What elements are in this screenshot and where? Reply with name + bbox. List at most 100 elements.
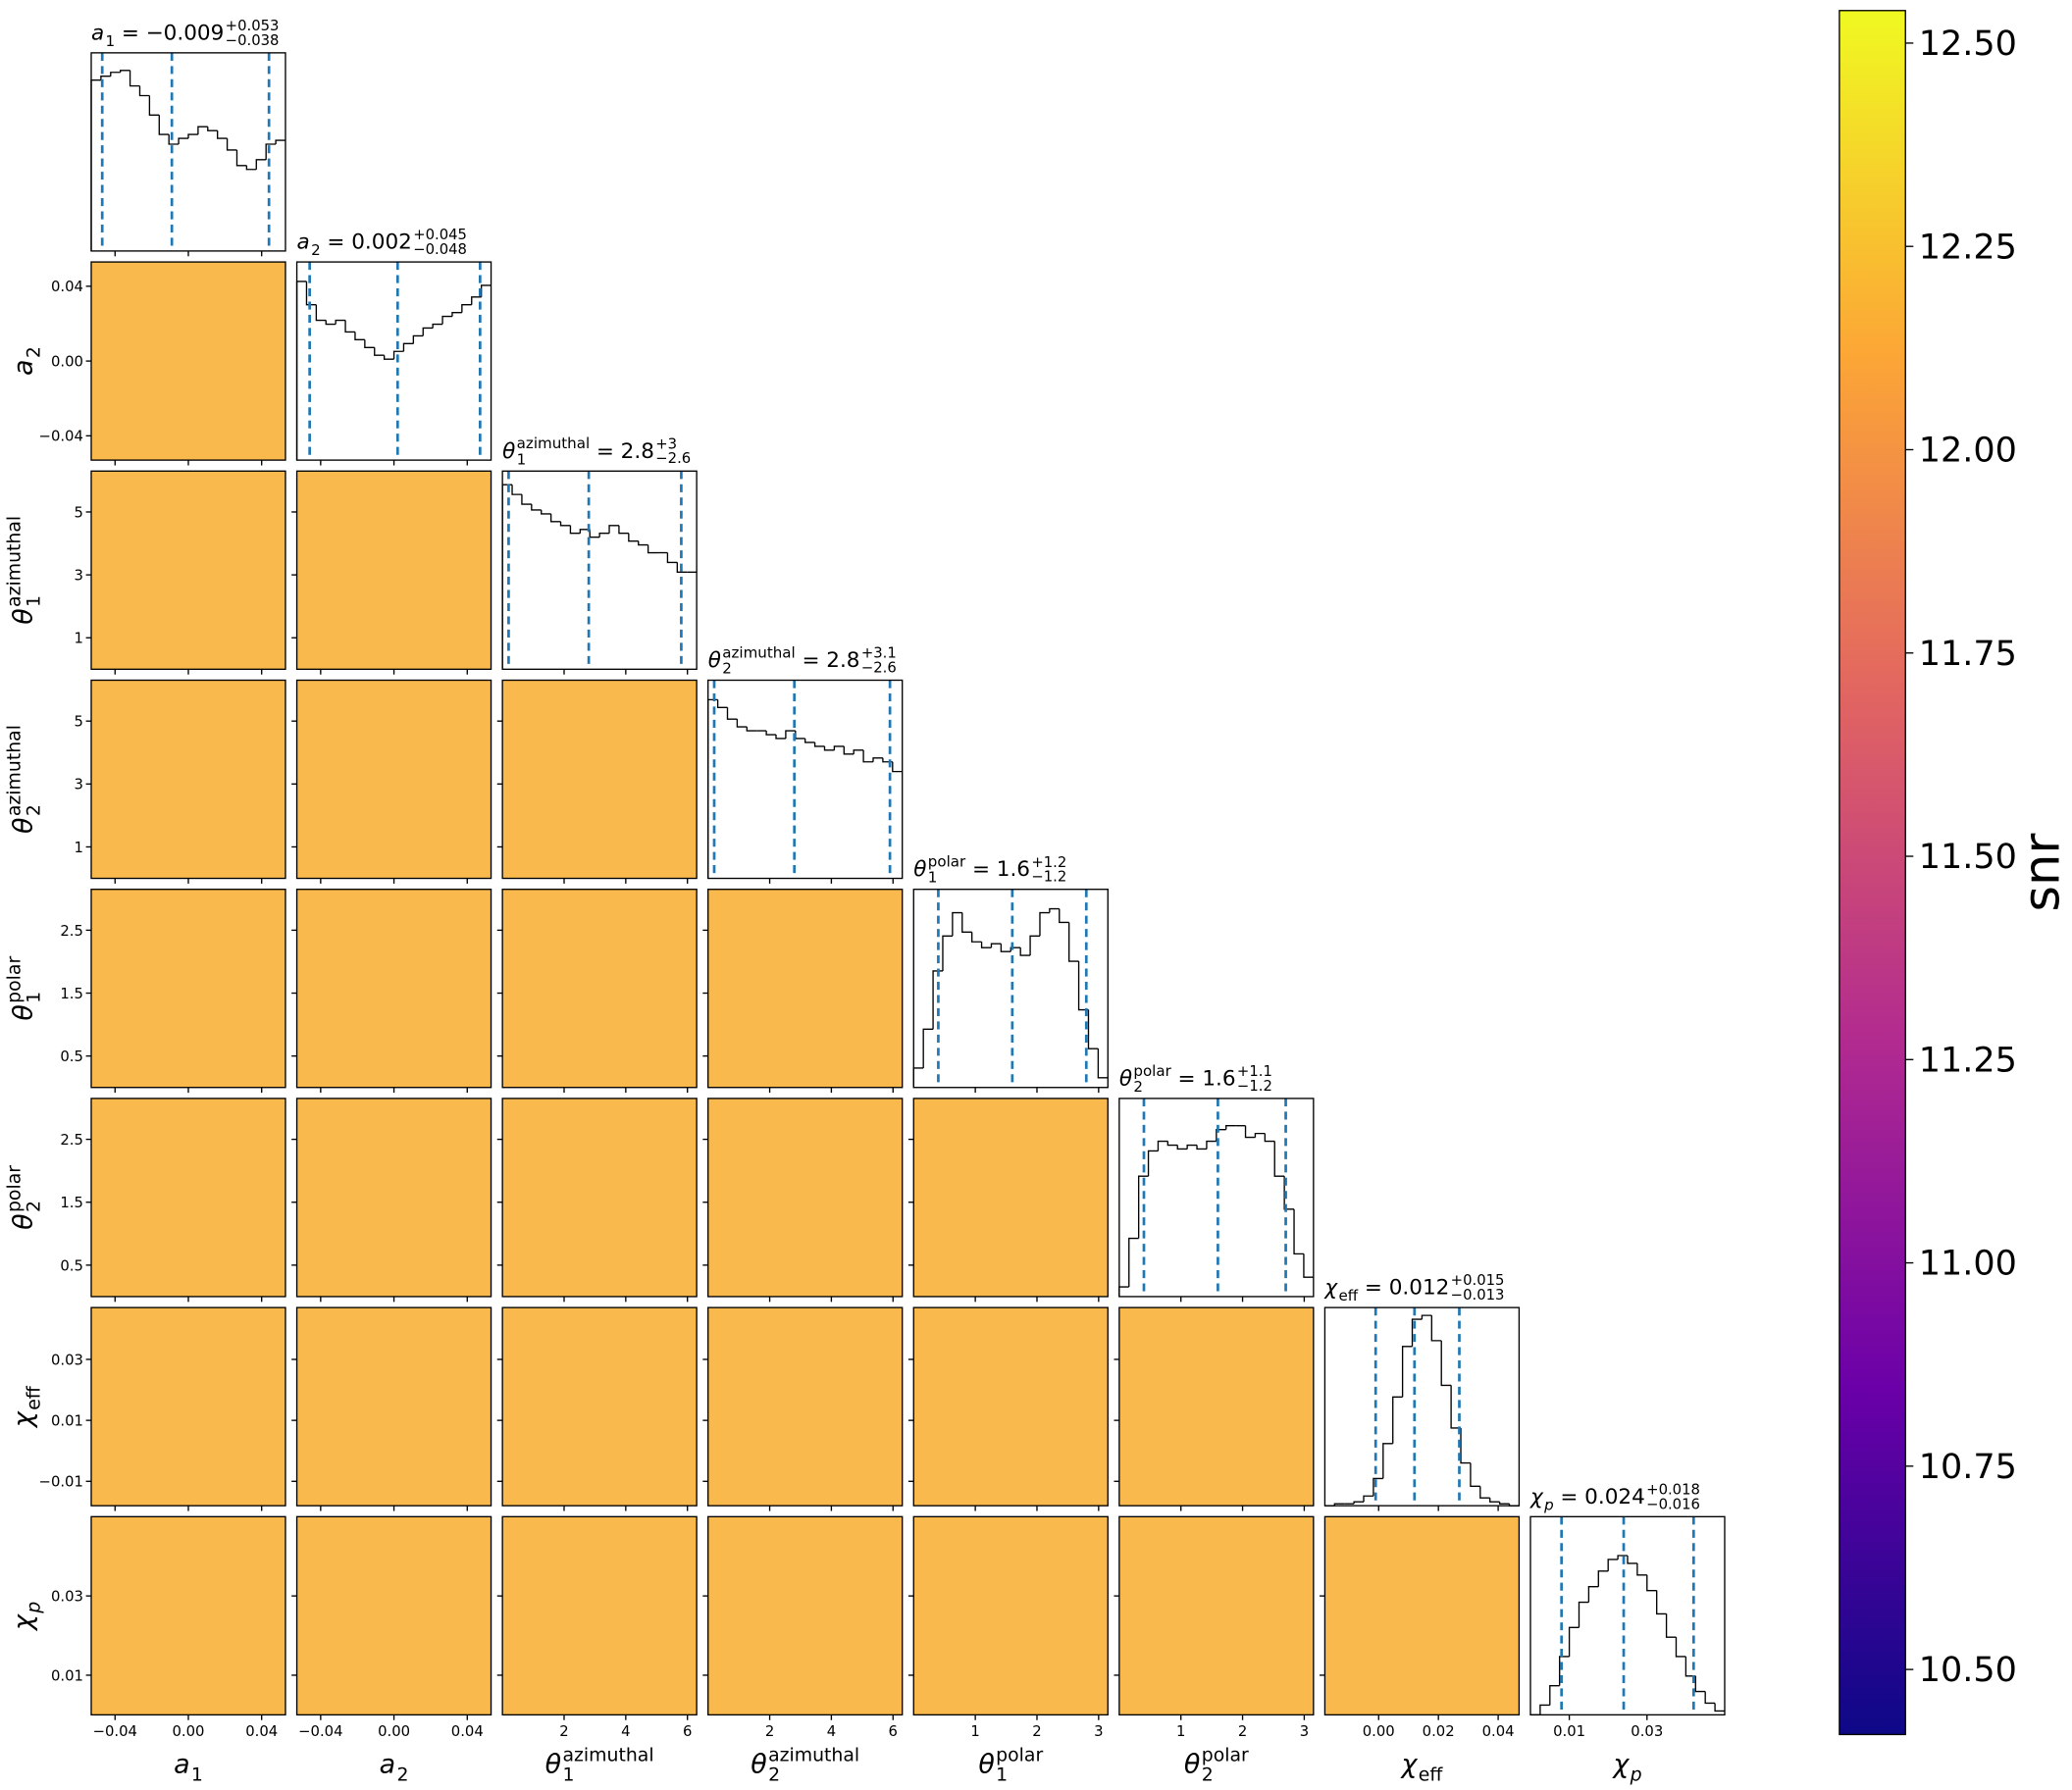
hist-step: [1087, 1009, 1099, 1049]
panel-frame: [90, 1306, 286, 1507]
histogram-panel: [501, 470, 698, 675]
hist-step: [853, 749, 864, 754]
label-base: χ: [1399, 1750, 1418, 1780]
panel-frame: [1118, 1098, 1315, 1298]
hist-step: [1392, 1396, 1403, 1444]
title-plus: +0.053: [226, 18, 280, 34]
hist-step: [1186, 1144, 1198, 1150]
label-sup: polar: [4, 956, 25, 1003]
label-sub: 2: [311, 241, 321, 259]
title-value: 2.8: [621, 439, 654, 464]
title-separator: =: [802, 648, 819, 673]
hist-step: [305, 281, 317, 306]
hist-step: [579, 529, 591, 534]
panel-title: a 1 = −0.009 +0.053−0.038: [91, 18, 279, 50]
hist-step: [549, 513, 561, 523]
hist-step: [1206, 1140, 1217, 1150]
y-tick-label: 0.01: [51, 1667, 83, 1684]
x-tick-label: 0.00: [1363, 1723, 1395, 1740]
hist-step: [217, 130, 228, 139]
title-minus: −2.6: [655, 450, 691, 467]
hist-step: [1665, 1613, 1677, 1638]
hist-step: [1607, 1559, 1619, 1571]
title-plus: +1.2: [1031, 854, 1066, 871]
hist-step: [207, 127, 218, 131]
hist-step: [1353, 1501, 1365, 1505]
hist-step: [1373, 1477, 1383, 1497]
title-minus: −1.2: [1031, 869, 1066, 886]
x-tick-label: 0.00: [378, 1723, 410, 1740]
scatter-panel: [291, 1306, 492, 1511]
label-base: θ: [751, 1750, 766, 1780]
hist-step: [666, 552, 678, 564]
scatter-panel: [907, 1098, 1109, 1303]
y-tick-label: −0.01: [39, 1474, 83, 1491]
hist-step: [235, 149, 247, 167]
scatter-fill: [90, 680, 285, 879]
hist-step: [1694, 1675, 1706, 1693]
scatter-fill: [90, 1516, 285, 1715]
hist-step: [90, 79, 101, 251]
panel-frame: [912, 1098, 1109, 1298]
histogram-panel: [295, 261, 492, 466]
x-tick-label: 0.04: [245, 1723, 278, 1740]
hist-step: [1273, 1141, 1285, 1177]
scatter-fill: [502, 1307, 698, 1507]
y-tick-label: 3: [74, 777, 82, 793]
scatter-panel: [496, 1306, 698, 1511]
panel-frame: [501, 889, 698, 1089]
panel-frame: [90, 52, 286, 252]
scatter-panel: [907, 1306, 1109, 1511]
hist-step: [833, 745, 845, 750]
title-separator: =: [972, 857, 990, 882]
panel-frame: [707, 1098, 904, 1298]
panel-frame: [912, 1515, 1109, 1716]
hist-step: [1460, 1427, 1471, 1464]
hist-step: [980, 942, 992, 948]
scatter-panel: [85, 1098, 286, 1303]
panel-frame: [501, 470, 698, 670]
title-minus: −0.013: [1451, 1287, 1505, 1304]
label-base: θ: [708, 648, 721, 673]
x-tick-label: 6: [889, 1723, 898, 1740]
hist-step: [892, 761, 903, 773]
hist-step: [862, 749, 873, 763]
hist-step: [364, 339, 375, 348]
hist-step: [1578, 1601, 1589, 1628]
hist-step: [942, 935, 953, 971]
label-sub: 2: [722, 659, 732, 677]
y-tick-label: 3: [74, 568, 82, 585]
panel-frame: [1118, 1306, 1315, 1507]
hist-step: [335, 319, 346, 325]
scatter-fill: [296, 1307, 492, 1507]
hist-step: [647, 544, 658, 554]
label-base: χ: [8, 1410, 38, 1429]
hist-step: [1568, 1626, 1580, 1657]
hist-step: [1000, 944, 1011, 952]
x-tick-label: 0.04: [451, 1723, 484, 1740]
title-plus: +0.018: [1646, 1481, 1700, 1498]
histogram-panel: [90, 52, 286, 257]
hist-step: [922, 1028, 934, 1068]
label-sub: 2: [1133, 1078, 1143, 1096]
colorbar-tick-label: 12.00: [1919, 432, 2017, 471]
y-axis-label: a2: [8, 346, 44, 376]
x-tick-label: 2: [1238, 1723, 1247, 1740]
hist-step: [726, 707, 738, 720]
hist-step: [1450, 1385, 1462, 1429]
scatter-fill: [913, 1307, 1109, 1507]
label-base: a: [91, 21, 104, 45]
panel-frame: [295, 261, 492, 461]
label-base: χ: [8, 1613, 38, 1632]
hist-step: [912, 1067, 924, 1088]
title-plus: +0.045: [413, 227, 467, 243]
hist-step: [1019, 947, 1031, 956]
label-sub: 2: [24, 804, 44, 816]
label-sup: azimuthal: [562, 1746, 653, 1766]
hist-step: [813, 742, 825, 747]
